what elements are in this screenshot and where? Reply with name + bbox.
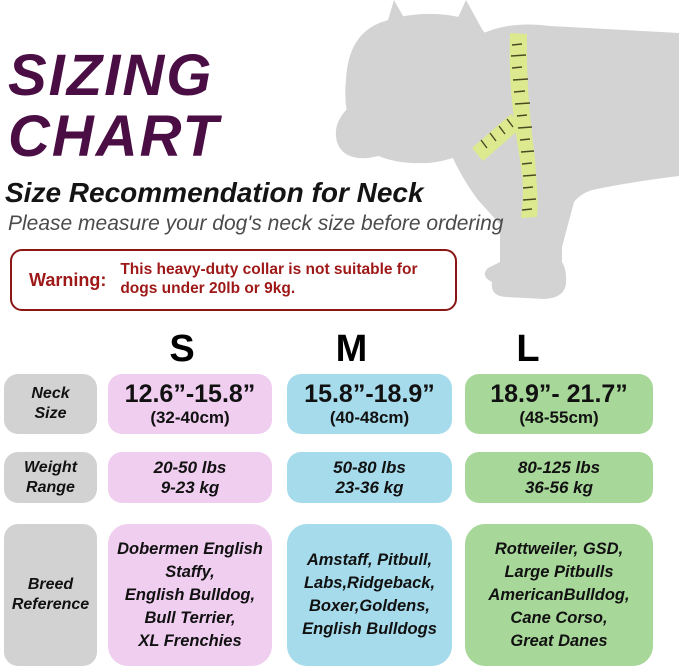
page-title: SIZING CHART [8,43,220,169]
neck-size-cell-l: 18.9”- 21.7” (48-55cm) [465,374,653,434]
size-header-l: L [516,328,540,370]
measuring-tape [472,33,538,218]
breed-reference-cell-s: Dobermen English Staffy, English Bulldog… [108,524,272,666]
neck-size-l-cm: (48-55cm) [519,408,599,427]
size-header-s: S [169,328,195,370]
row-label-breed-reference: Breed Reference [4,524,97,666]
breed-reference-cell-m: Amstaff, Pitbull, Labs,Ridgeback, Boxer,… [287,524,452,666]
warning-label: Warning: [29,269,107,290]
weight-range-cell-l: 80-125 lbs 36-56 kg [465,452,653,503]
neck-size-cell-m: 15.8”-18.9” (40-48cm) [287,374,452,434]
measuring-tape-angled-strip [472,114,522,161]
neck-size-l-inches: 18.9”- 21.7” [490,380,628,408]
neck-size-m-cm: (40-48cm) [329,408,410,427]
dog-silhouette-illustration [335,0,679,299]
row-label-neck-size: Neck Size [4,374,97,434]
measure-note: Please measure your dog's neck size befo… [8,212,504,235]
size-header-m: M [335,328,368,370]
page-subtitle: Size Recommendation for Neck [5,177,424,208]
breed-reference-cell-l: Rottweiler, GSD, Large Pitbulls American… [465,524,653,666]
weight-range-cell-m: 50-80 lbs 23-36 kg [287,452,452,503]
neck-size-s-cm: (32-40cm) [150,408,230,427]
dog-muzzle [335,108,394,159]
warning-text: This heavy-duty collar is not suitable f… [120,261,418,297]
measuring-tape-tick-marks [480,43,537,211]
row-label-weight-range: Weight Range [4,452,97,503]
neck-size-s-inches: 12.6”-15.8” [124,380,256,408]
weight-range-cell-s: 20-50 lbs 9-23 kg [108,452,272,503]
warning-box: Warning: This heavy-duty collar is not s… [10,249,457,311]
neck-size-cell-s: 12.6”-15.8” (32-40cm) [108,374,272,434]
dog-chest [442,130,516,242]
dog-front-leg-and-paw [484,180,567,299]
neck-size-m-inches: 15.8”-18.9” [304,380,435,408]
